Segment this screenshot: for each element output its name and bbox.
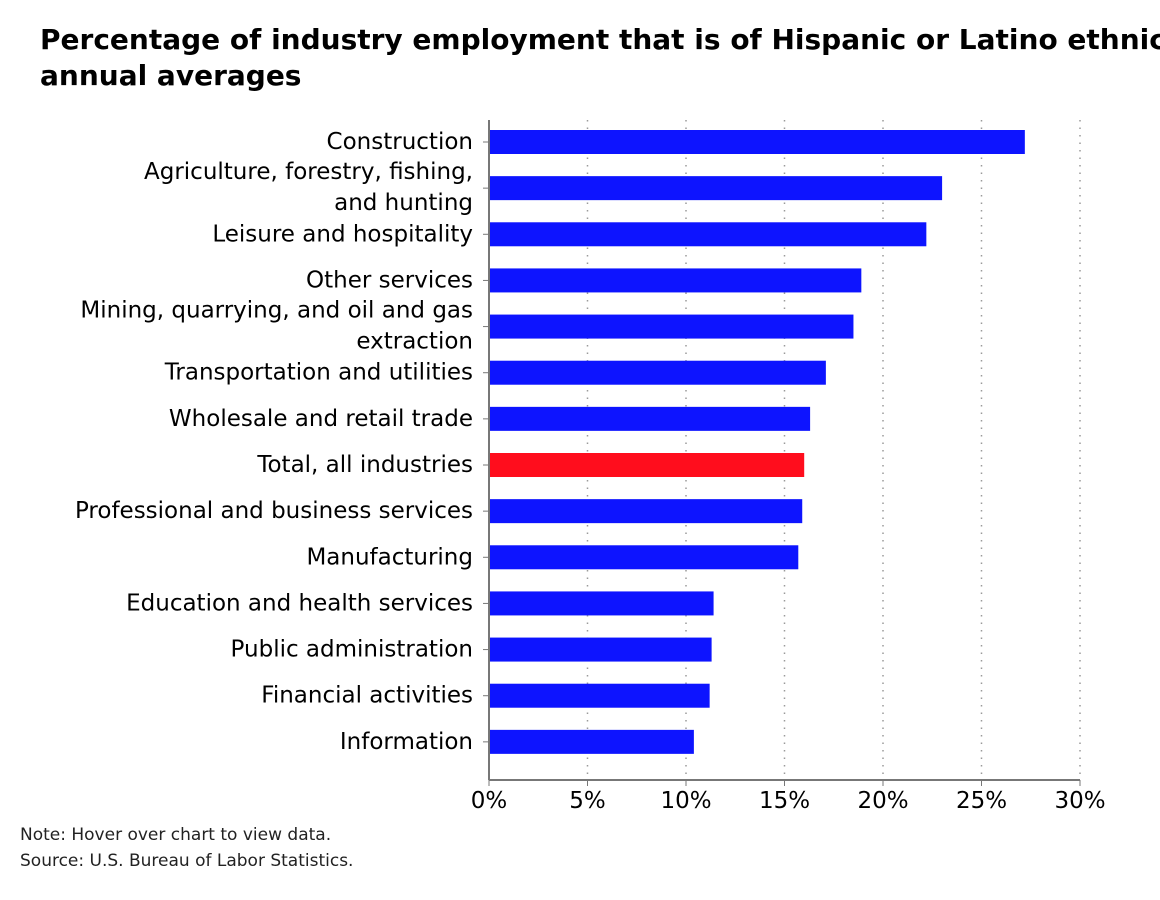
bar[interactable] (490, 222, 927, 247)
source-note: Source: U.S. Bureau of Labor Statistics. (20, 851, 354, 871)
bar[interactable] (490, 406, 811, 431)
x-tick-label: 30% (1054, 788, 1105, 814)
category-label: Agriculture, forestry, fishing, and hunti… (144, 159, 473, 216)
category-label: Public administration (231, 637, 473, 663)
bar[interactable] (490, 499, 803, 524)
bar[interactable] (490, 637, 712, 662)
chart-title-line-2: annual averages (40, 59, 302, 92)
bar[interactable] (490, 314, 854, 339)
x-tick-label: 15% (759, 788, 810, 814)
category-label: Education and health services (126, 590, 473, 616)
bar[interactable] (490, 130, 1025, 154)
category-label: Mining, quarrying, and oil and gas extrac… (80, 298, 473, 355)
bar[interactable] (490, 453, 805, 477)
hover-note: Note: Hover over chart to view data. (20, 825, 332, 845)
category-label: Transportation and utilities (164, 360, 473, 386)
bar[interactable] (490, 591, 714, 616)
bar[interactable] (490, 360, 826, 385)
category-label: Wholesale and retail trade (169, 406, 473, 432)
category-label: Professional and business services (75, 498, 473, 524)
category-label: Manufacturing (306, 544, 473, 570)
category-label: Leisure and hospitality (212, 221, 473, 247)
x-tick-label: 5% (569, 788, 606, 814)
chart-title-line-1: Percentage of industry employment that i… (40, 23, 1160, 56)
bar[interactable] (490, 729, 694, 754)
x-tick-label: 20% (857, 788, 908, 814)
category-label: Financial activities (261, 683, 473, 709)
x-tick-label: 25% (956, 788, 1007, 814)
bar-chart[interactable]: Construction Agriculture, forestry, fishi… (0, 0, 1160, 820)
bar[interactable] (490, 268, 862, 293)
x-tick-label: 0% (471, 788, 508, 814)
bar[interactable] (490, 545, 799, 570)
category-label: Construction (327, 129, 473, 155)
bar[interactable] (490, 176, 943, 201)
chart-title: Percentage of industry employment that i… (40, 22, 1160, 94)
chart-notes: Note: Hover over chart to view data. Sou… (20, 822, 353, 874)
x-tick-label: 10% (660, 788, 711, 814)
category-label: Other services (306, 267, 473, 293)
category-label: Information (340, 729, 473, 755)
category-label: Total, all industries (256, 452, 473, 478)
bar[interactable] (490, 683, 710, 708)
